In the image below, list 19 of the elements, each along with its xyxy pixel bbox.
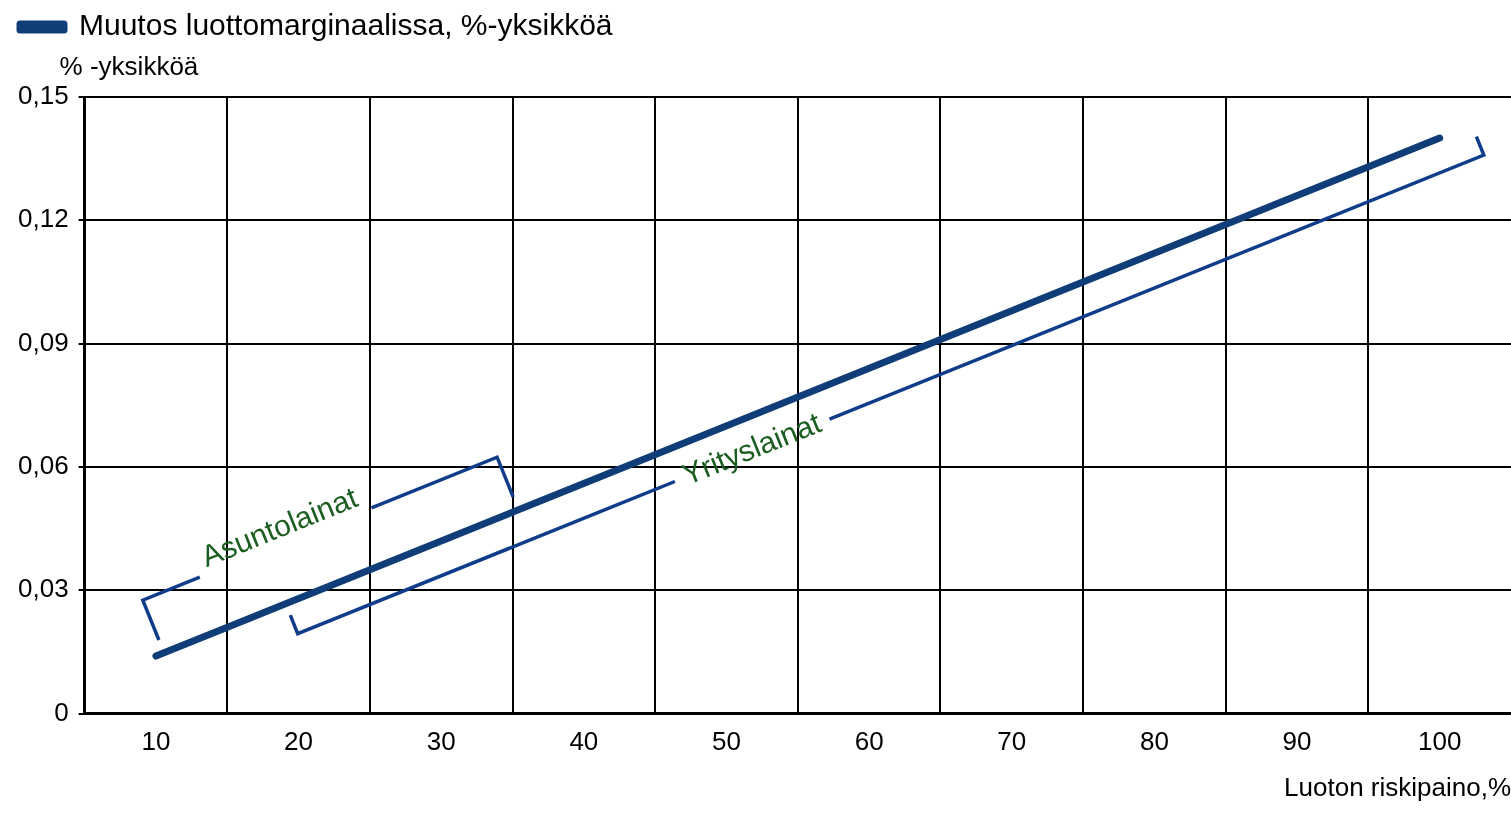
x-tick-label: 60 (854, 726, 884, 757)
x-tick-label: 70 (997, 726, 1027, 757)
y-tick-label: 0,15 (17, 80, 69, 111)
x-axis-title: Luoton riskipaino,% (1284, 771, 1511, 802)
legend-label: Muutos luottomarginaalissa, %-yksikköä (79, 8, 613, 42)
y-axis-title: % -yksikköä (59, 51, 199, 82)
y-tick-label: 0,03 (17, 573, 69, 604)
y-tick-label: 0,06 (17, 450, 69, 481)
x-tick-label: 20 (284, 726, 314, 757)
y-tick-label: 0 (54, 696, 69, 727)
x-tick-label: 30 (426, 726, 456, 757)
y-tick-label: 0,09 (17, 326, 69, 357)
x-tick-label: 10 (141, 726, 171, 757)
y-tick-label: 0,12 (17, 203, 69, 234)
x-tick-label: 80 (1139, 726, 1169, 757)
x-tick-label: 50 (712, 726, 741, 757)
x-tick-label: 100 (1417, 726, 1462, 757)
x-tick-label: 40 (569, 726, 599, 757)
x-tick-label: 90 (1282, 726, 1312, 757)
